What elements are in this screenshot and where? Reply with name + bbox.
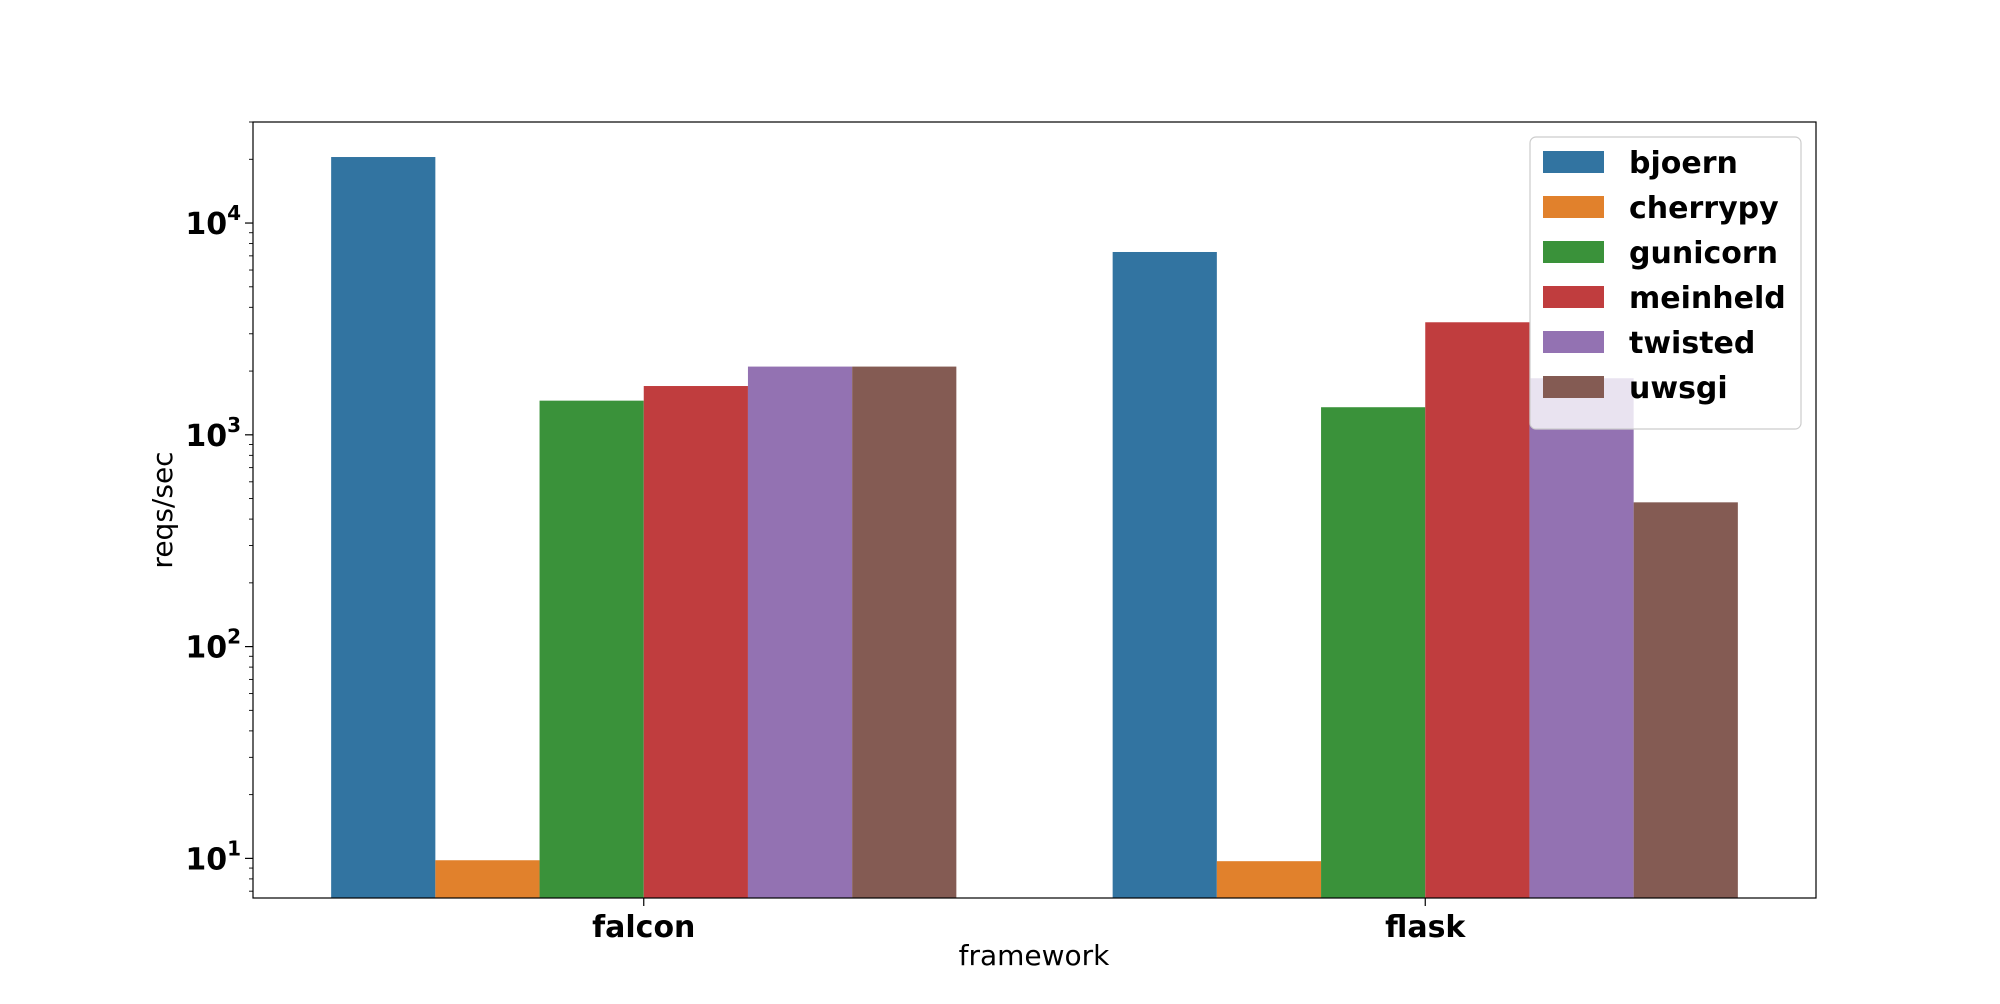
y-tick-label: 101 — [185, 836, 241, 877]
bar-gunicorn-flask — [1321, 407, 1426, 898]
legend-swatch-bjoern — [1543, 151, 1604, 173]
legend-swatch-gunicorn — [1543, 241, 1604, 263]
y-axis-title: reqs/sec — [146, 451, 179, 568]
bar-bjoern-falcon — [331, 157, 436, 898]
bar-uwsgi-falcon — [852, 366, 957, 899]
bar-twisted-falcon — [747, 366, 853, 899]
bar-twisted-flask — [1529, 378, 1634, 898]
x-tick-label-flask: flask — [1385, 910, 1466, 945]
legend-label-bjoern: bjoern — [1629, 146, 1738, 181]
legend-swatch-twisted — [1543, 331, 1604, 353]
y-tick-label: 102 — [185, 625, 241, 666]
y-tick-label: 104 — [185, 201, 241, 242]
legend: bjoern cherrypy gunicorn meinheld twisted uws… — [1529, 136, 1802, 430]
bar-uwsgi-flask — [1633, 502, 1738, 898]
bars-group — [331, 157, 1738, 899]
x-tick-label-falcon: falcon — [592, 910, 695, 945]
bar-cherrypy-flask — [1216, 861, 1322, 898]
bar-meinheld-flask — [1425, 322, 1530, 898]
legend-swatch-cherrypy — [1543, 196, 1604, 218]
legend-label-twisted: twisted — [1629, 326, 1755, 361]
x-axis: falcon flask — [592, 898, 1466, 945]
legend-label-gunicorn: gunicorn — [1629, 236, 1778, 271]
legend-label-meinheld: meinheld — [1629, 281, 1786, 316]
x-axis-title: framework — [959, 939, 1111, 972]
bar-cherrypy-falcon — [435, 860, 540, 898]
bar-bjoern-flask — [1112, 251, 1217, 899]
bar-meinheld-falcon — [643, 386, 748, 898]
y-axis: 101 102 103 104 — [185, 121, 253, 892]
legend-swatch-meinheld — [1543, 286, 1604, 308]
legend-label-cherrypy: cherrypy — [1629, 191, 1779, 226]
plot-frame — [252, 121, 1817, 899]
legend-label-uwsgi: uwsgi — [1629, 371, 1728, 406]
legend-swatch-uwsgi — [1543, 376, 1604, 398]
bar-gunicorn-falcon — [539, 400, 644, 898]
y-tick-label: 103 — [185, 413, 241, 454]
